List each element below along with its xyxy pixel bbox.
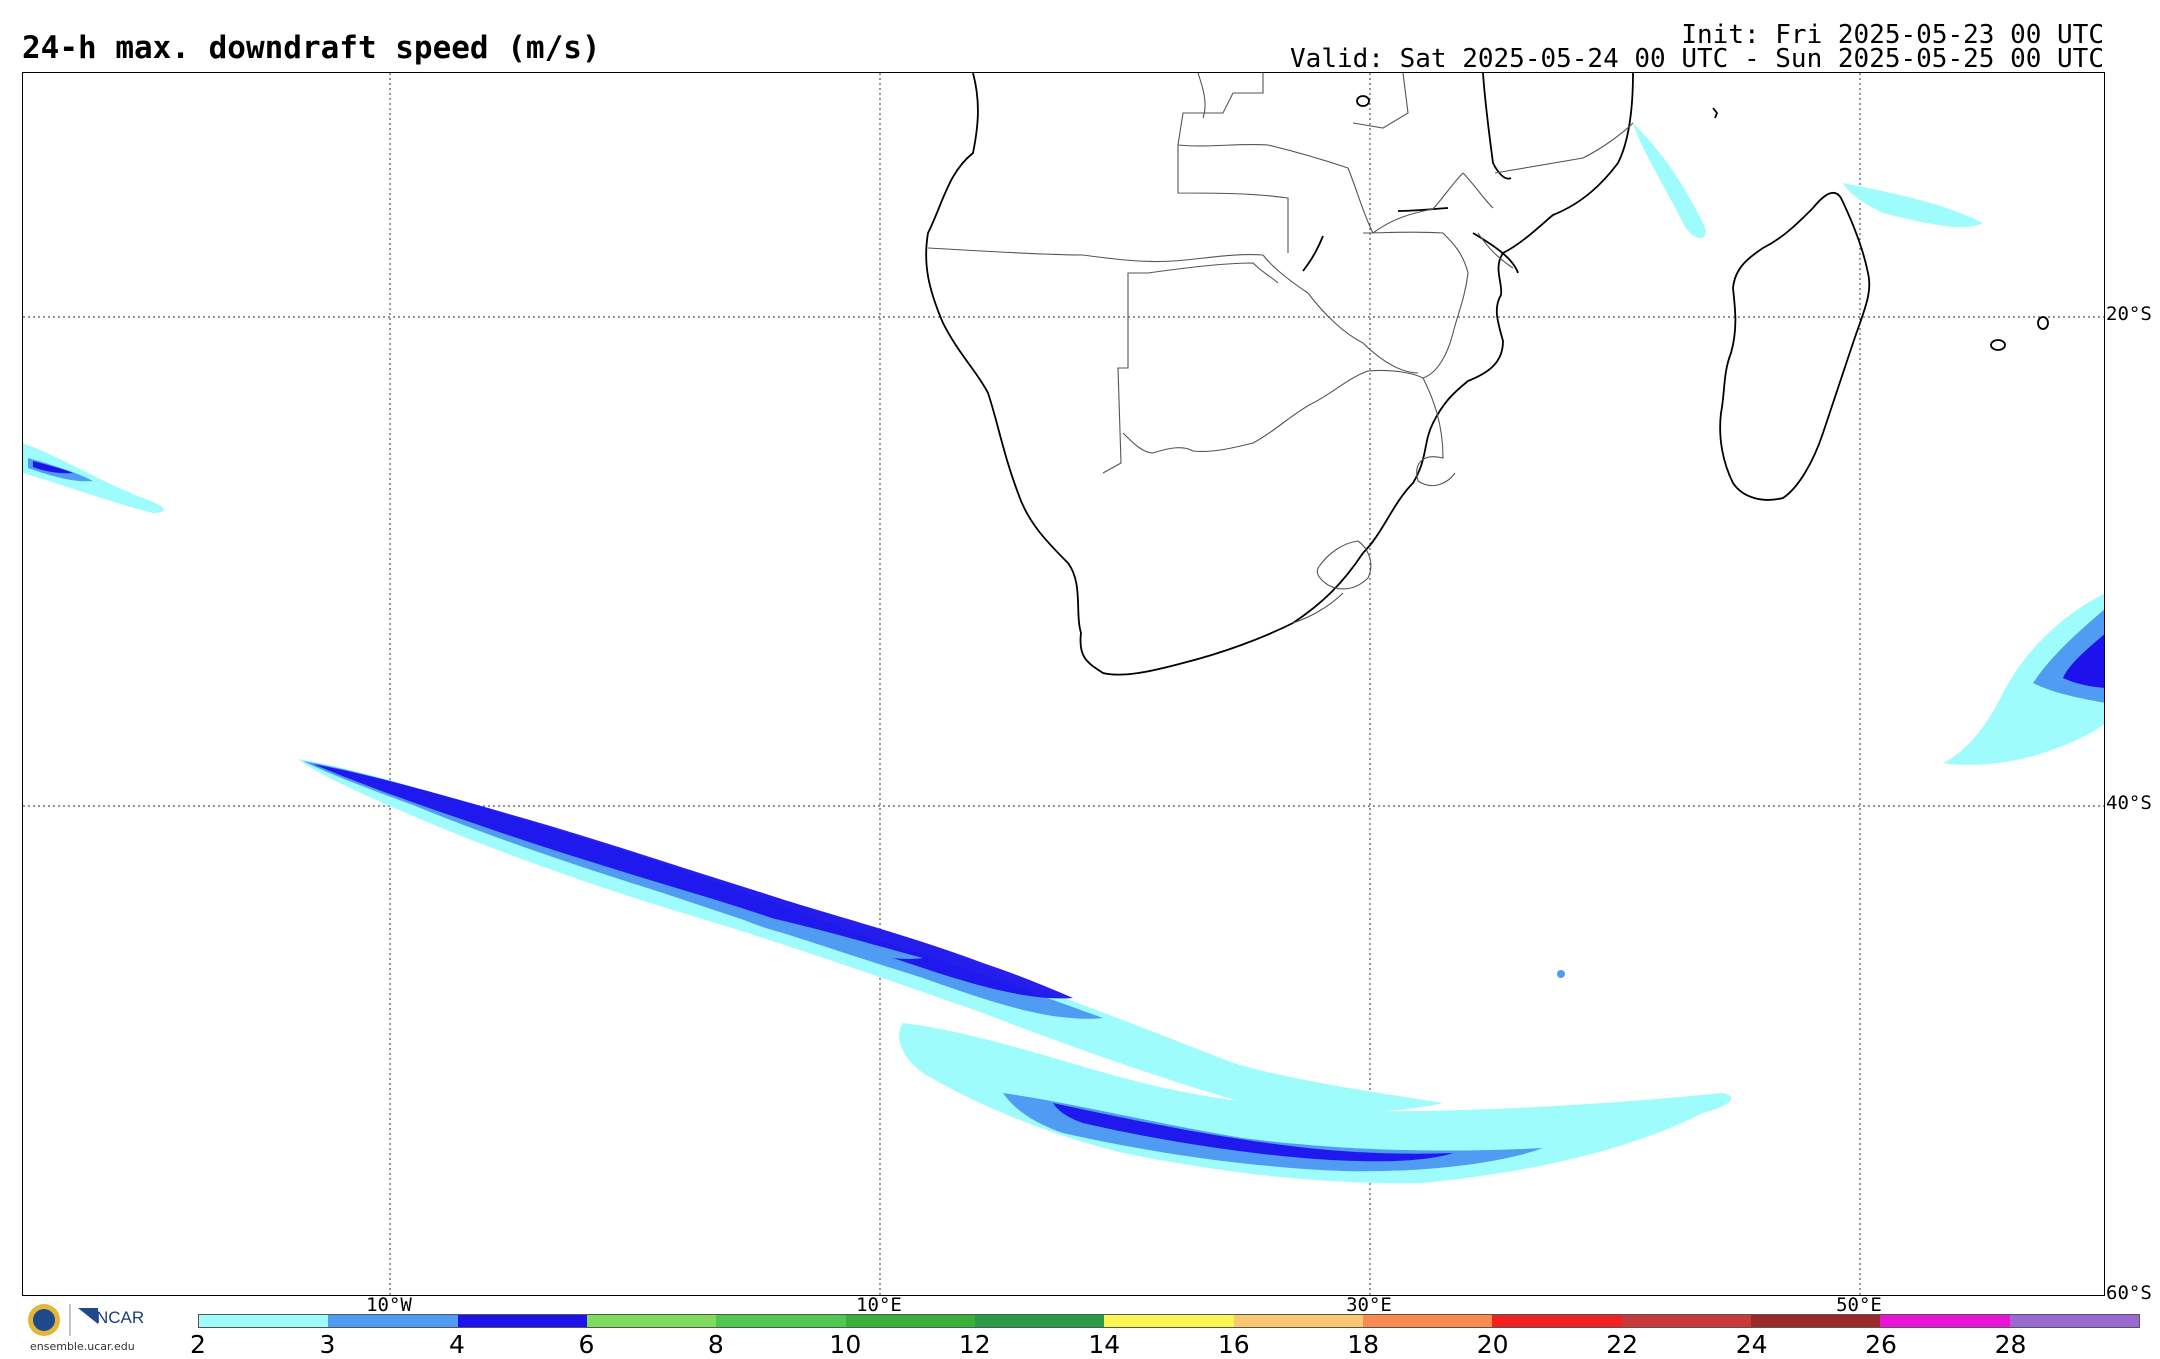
lat-label-60s: 60°S <box>2106 1282 2152 1304</box>
colorbar-segment-14 <box>2009 1315 2139 1327</box>
colorbar-tick-label: 3 <box>319 1330 336 1359</box>
country-borders <box>927 73 1634 624</box>
colorbar-segment-1 <box>328 1315 458 1327</box>
ncar-mark-icon <box>78 1308 98 1324</box>
colorbar-tick-label: 8 <box>707 1330 724 1359</box>
lon-label-10e: 10°E <box>856 1294 902 1316</box>
valid-time: Valid: Sat 2025-05-24 00 UTC - Sun 2025-… <box>1290 44 2104 74</box>
colorbar-tick-label: 18 <box>1347 1330 1380 1359</box>
colorbar-segment-9 <box>1362 1315 1493 1327</box>
map-title: 24-h max. downdraft speed (m/s) <box>22 30 601 66</box>
init-time: Init: Fri 2025-05-23 00 UTC <box>1681 20 2104 50</box>
map-canvas <box>23 73 2104 1295</box>
colorbar-segment-11 <box>1621 1315 1751 1327</box>
lake-malawi <box>1482 73 1512 180</box>
colorbar-tick-label: 26 <box>1865 1330 1897 1359</box>
colorbar-segment-12 <box>1750 1315 1881 1327</box>
colorbar-segment-10 <box>1492 1315 1622 1327</box>
colorbar <box>198 1314 2140 1328</box>
lon-label-30e: 30°E <box>1346 1294 1392 1316</box>
downdraft-band-lower <box>899 1023 1732 1184</box>
lake-kariba <box>1302 235 1324 272</box>
colorbar-segment-4 <box>716 1315 846 1327</box>
reunion-island <box>1990 339 2006 351</box>
colorbar-segment-7 <box>1104 1315 1234 1327</box>
colorbar-tick-label: 6 <box>578 1330 595 1359</box>
colorbar-tick-label: 2 <box>190 1330 206 1359</box>
comoros-island <box>1712 107 1719 119</box>
colorbar-segment-0 <box>199 1315 329 1327</box>
mauritius-island <box>2037 316 2049 330</box>
colorbar-segment-8 <box>1233 1315 1363 1327</box>
colorbar-tick-label: 12 <box>958 1330 991 1359</box>
logo-url: ensemble.ucar.edu <box>30 1340 135 1353</box>
lat-label-20s: 20°S <box>2106 303 2152 325</box>
colorbar-segment-5 <box>845 1315 975 1327</box>
zambezi-delta <box>1472 232 1519 274</box>
map-panel[interactable] <box>22 72 2105 1296</box>
colorbar-tick-label: 22 <box>1606 1330 1639 1359</box>
lake-cahora <box>1397 207 1449 212</box>
coastlines <box>925 73 2049 676</box>
lake-malawi-island <box>1356 95 1370 107</box>
downdraft-patches <box>23 123 2104 978</box>
nsf-ncar-logo <box>28 1304 98 1336</box>
lon-label-10w: 10°W <box>366 1294 412 1316</box>
colorbar-tick-label: 16 <box>1217 1330 1250 1359</box>
ncar-wordmark: NCAR <box>96 1308 145 1327</box>
colorbar-segment-3 <box>586 1315 717 1327</box>
colorbar-tick-label: 4 <box>448 1330 465 1359</box>
colorbar-segment-13 <box>1880 1315 2010 1327</box>
colorbar-tick-label: 24 <box>1735 1330 1768 1359</box>
africa-coast <box>925 73 1634 676</box>
colorbar-segment-2 <box>457 1315 587 1327</box>
madagascar-coast <box>1719 191 1871 501</box>
colorbar-tick-label: 14 <box>1088 1330 1121 1359</box>
colorbar-tick-label: 28 <box>1994 1330 2027 1359</box>
downdraft-band-main <box>298 759 1443 1113</box>
colorbar-tick-label: 10 <box>829 1330 862 1359</box>
colorbar-tick-label: 20 <box>1476 1330 1509 1359</box>
colorbar-segment-6 <box>974 1315 1105 1327</box>
lon-label-50e: 50°E <box>1836 1294 1882 1316</box>
lat-label-40s: 40°S <box>2106 792 2152 814</box>
